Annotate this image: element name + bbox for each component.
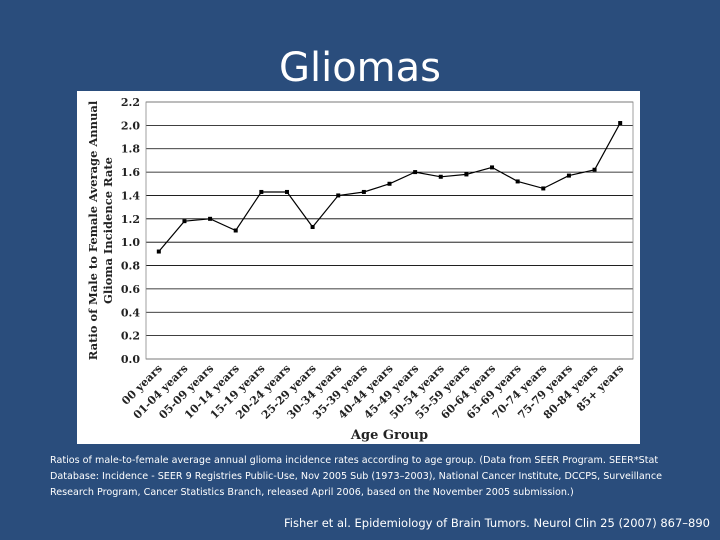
data-point [233,228,238,233]
data-point [541,186,546,191]
data-point [438,174,443,179]
data-point [515,179,520,184]
y-tick-label: 2.0 [121,119,140,132]
y-tick-label: 1.2 [121,213,140,226]
line-chart: 0.00.20.40.60.81.01.21.41.61.82.02.200 y… [86,96,634,443]
data-point [464,172,469,177]
data-point [387,181,392,186]
data-point [566,173,571,178]
y-tick-label: 1.0 [121,236,140,249]
plot-area [145,101,634,360]
y-tick-label: 2.2 [121,96,140,109]
data-point [592,167,597,172]
data-point [336,193,341,198]
y-axis-label-line1: Ratio of Male to Female Average Annual [86,100,100,360]
data-point [156,249,161,254]
data-point [618,121,623,126]
chart-panel: 0.0 0.2 0.4 0.6 0.8 1.0 1.2 1.4 1.6 1.8 2.0 2.2 00 y… [77,91,640,444]
data-point [310,224,315,229]
data-point [284,189,289,194]
data-point [490,165,495,170]
y-axis-label-line2: Glioma Incidence Rate [101,157,115,304]
y-tick-label: 1.8 [121,143,140,156]
y-tick-label: 0.2 [121,330,140,343]
data-point [361,189,366,194]
y-tick-label: 0.0 [121,353,140,366]
data-point [182,219,187,224]
x-axis-label: Age Group [350,428,428,443]
figure-caption: Ratios of male-to-female average annual … [50,455,663,498]
y-tick-label: 0.4 [121,306,140,319]
slide-title: Gliomas [278,45,441,91]
y-tick-label: 0.8 [121,260,140,273]
series-line [158,122,621,252]
data-point [259,189,264,194]
y-tick-label: 1.4 [121,189,140,202]
y-tick-label: 0.6 [121,283,140,296]
y-tick-label: 1.6 [121,166,140,179]
citation: Fisher et al. Epidemiology of Brain Tumo… [284,516,710,530]
data-point [208,216,213,221]
data-point [413,170,418,175]
